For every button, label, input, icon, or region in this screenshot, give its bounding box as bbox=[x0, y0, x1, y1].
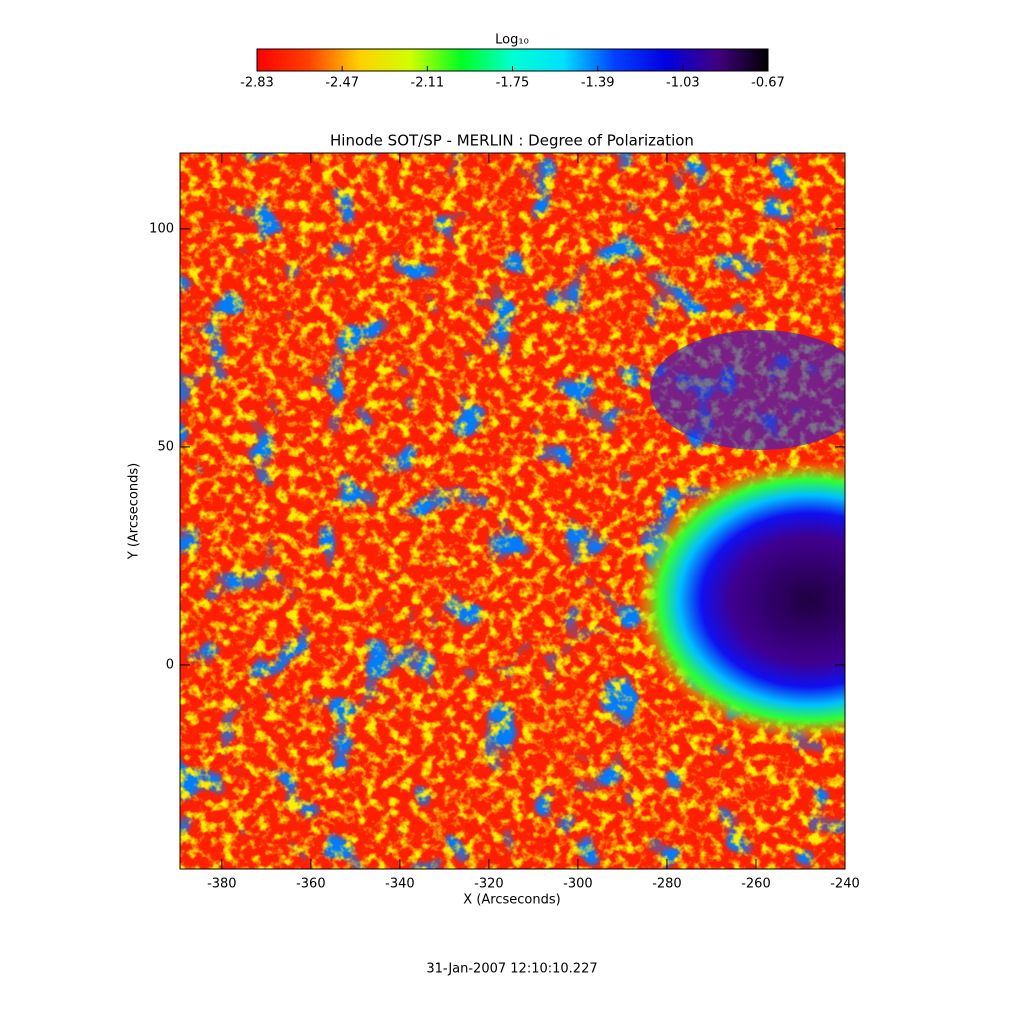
colorbar-tick-label: -0.67 bbox=[751, 76, 785, 91]
annotation: 31-Jan-2007 12:10:10.227 bbox=[426, 962, 597, 977]
x-tick-label: -360 bbox=[296, 877, 326, 892]
x-tick-label: -340 bbox=[385, 877, 415, 892]
y-tick-label: 0 bbox=[166, 657, 174, 672]
y-tick-label: 100 bbox=[149, 221, 174, 236]
x-tick-label: -300 bbox=[563, 877, 593, 892]
solar-image bbox=[180, 153, 845, 869]
colorbar-tick-label: -2.83 bbox=[240, 76, 274, 91]
colorbar-tick-label: -2.11 bbox=[411, 76, 445, 91]
colorbar-tick-label: -1.39 bbox=[581, 76, 615, 91]
colorbar-tick-label: -2.47 bbox=[325, 76, 359, 91]
y-tick-label: 50 bbox=[157, 439, 174, 454]
chart-title: Hinode SOT/SP - MERLIN : Degree of Polar… bbox=[330, 132, 694, 150]
colorbar-tick-label: -1.03 bbox=[666, 76, 700, 91]
x-tick-label: -260 bbox=[741, 877, 771, 892]
x-tick-label: -280 bbox=[652, 877, 682, 892]
plot-frame bbox=[179, 152, 846, 870]
x-tick-label: -380 bbox=[207, 877, 237, 892]
colorbar-tick-label: -1.75 bbox=[496, 76, 530, 91]
x-tick-label: -240 bbox=[830, 877, 860, 892]
colorbar-label: Log₁₀ bbox=[495, 33, 529, 48]
y-axis-label: Y (Arcseconds) bbox=[127, 463, 142, 560]
x-axis-label: X (Arcseconds) bbox=[463, 893, 560, 908]
x-tick-label: -320 bbox=[474, 877, 504, 892]
